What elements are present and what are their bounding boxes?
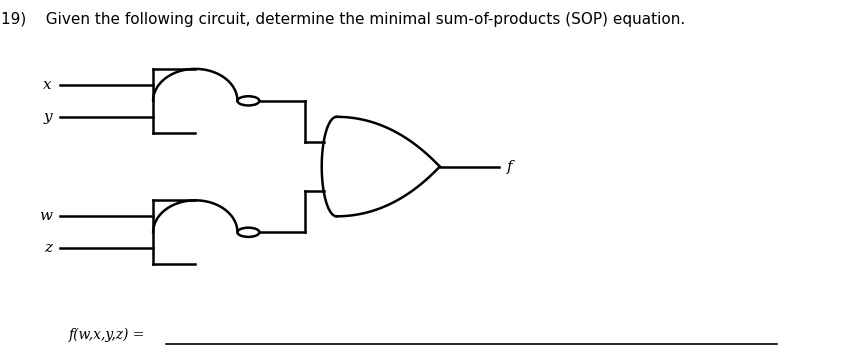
Text: y: y (43, 110, 52, 124)
Text: f: f (506, 160, 512, 174)
Circle shape (237, 96, 259, 106)
Text: f(w,x,y,z) =: f(w,x,y,z) = (69, 328, 150, 343)
Text: x: x (43, 78, 52, 92)
Text: z: z (44, 241, 52, 255)
Text: 19)    Given the following circuit, determine the minimal sum-of-products (SOP) : 19) Given the following circuit, determi… (2, 12, 684, 27)
Text: w: w (39, 209, 52, 223)
Circle shape (237, 228, 259, 237)
